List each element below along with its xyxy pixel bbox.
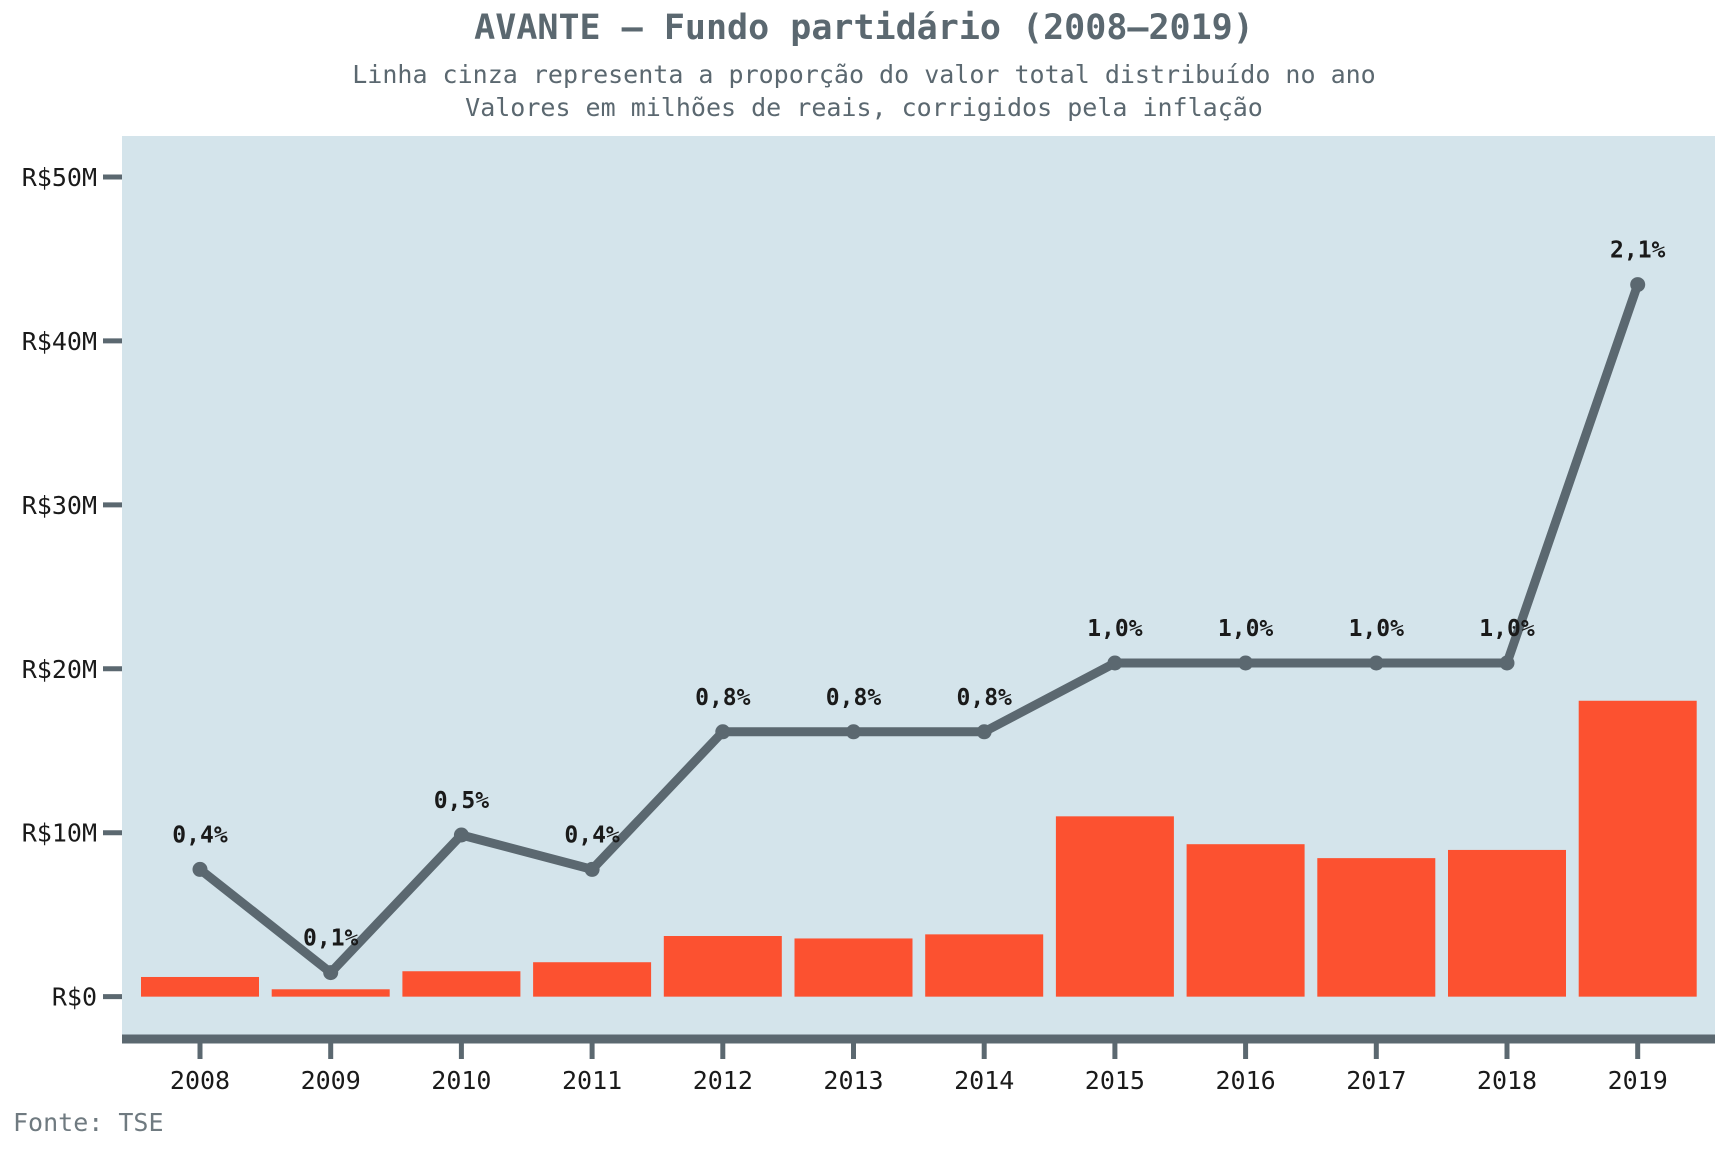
x-tick-label-2009: 2009 — [301, 1066, 361, 1095]
proportion-label-2010: 0,5% — [434, 788, 490, 814]
proportion-label-2012: 0,8% — [695, 685, 751, 711]
bar-2015 — [1055, 816, 1174, 997]
bar-2017 — [1317, 858, 1436, 997]
x-tick-label-2016: 2016 — [1215, 1066, 1275, 1095]
bar-2011 — [533, 962, 652, 997]
proportion-line — [195, 280, 1643, 978]
proportion-label-2019: 2,1% — [1610, 238, 1666, 264]
x-tick-label-2013: 2013 — [823, 1066, 883, 1095]
bar-2010 — [402, 971, 521, 997]
proportion-label-2017: 1,0% — [1349, 616, 1405, 642]
x-tick-label-2019: 2019 — [1608, 1066, 1668, 1095]
proportion-label-2009: 0,1% — [303, 926, 359, 952]
x-tick-label-2014: 2014 — [954, 1066, 1014, 1095]
proportion-point-2019 — [1630, 277, 1646, 293]
bar-2014 — [925, 934, 1044, 997]
proportion-point-2009 — [323, 965, 339, 981]
proportion-label-2008: 0,4% — [172, 822, 228, 848]
x-tick-label-2018: 2018 — [1477, 1066, 1537, 1095]
bar-2013 — [794, 938, 913, 997]
y-tick-label-0: R$0 — [52, 983, 97, 1012]
x-tick-label-2017: 2017 — [1346, 1066, 1406, 1095]
proportion-point-2008 — [192, 861, 208, 877]
bar-2019 — [1578, 700, 1697, 997]
x-tick-label-2010: 2010 — [431, 1066, 491, 1095]
proportion-point-2018 — [1499, 655, 1515, 671]
chart-subtitle-line-1: Linha cinza representa a proporção do va… — [352, 60, 1376, 89]
chart-title: AVANTE – Fundo partidário (2008–2019) — [474, 8, 1254, 48]
proportion-point-2010 — [453, 827, 469, 843]
proportion-point-2015 — [1107, 655, 1123, 671]
bar-2016 — [1186, 844, 1305, 997]
y-tick-label-20: R$20M — [22, 655, 97, 684]
bar-2008 — [141, 976, 259, 997]
proportion-point-2014 — [976, 724, 992, 740]
proportion-point-2013 — [846, 724, 861, 740]
bar-2012 — [663, 936, 782, 997]
proportion-point-2011 — [584, 861, 600, 877]
proportion-label-2014: 0,8% — [957, 685, 1013, 711]
proportion-point-2016 — [1238, 655, 1254, 671]
proportion-label-2011: 0,4% — [564, 822, 620, 848]
chart-subtitle-line-2: Valores em milhões de reais, corrigidos … — [465, 93, 1263, 122]
proportion-label-2015: 1,0% — [1087, 616, 1143, 642]
x-tick-label-2011: 2011 — [562, 1066, 622, 1095]
y-tick-label-40: R$40M — [22, 327, 97, 356]
x-tick-label-2015: 2015 — [1085, 1066, 1145, 1095]
source-note: Fonte: TSE — [13, 1108, 164, 1137]
y-tick-label-50: R$50M — [22, 163, 97, 192]
bar-2009 — [271, 989, 390, 997]
x-tick-label-2008: 2008 — [170, 1066, 230, 1095]
proportion-label-2016: 1,0% — [1218, 616, 1274, 642]
proportion-point-2012 — [715, 724, 731, 740]
y-tick-label-30: R$30M — [22, 491, 97, 520]
proportion-point-2017 — [1368, 655, 1384, 671]
proportion-label-2013: 0,8% — [826, 685, 882, 711]
x-tick-label-2012: 2012 — [693, 1066, 753, 1095]
y-tick-label-10: R$10M — [22, 819, 97, 848]
bar-2018 — [1448, 849, 1566, 997]
proportion-label-2018: 1,0% — [1479, 616, 1535, 642]
